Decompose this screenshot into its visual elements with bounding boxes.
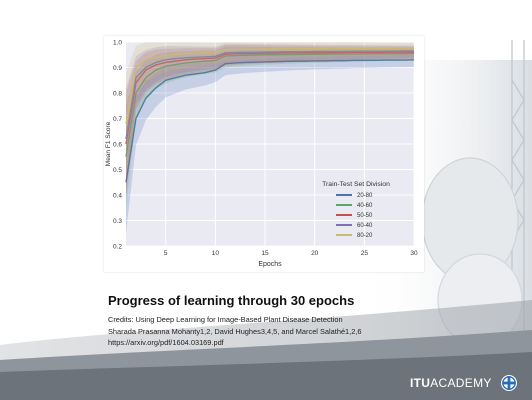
series-line-60-40	[125, 50, 414, 140]
series-line-80-20	[125, 47, 414, 124]
itu-academy-logo: ITUACADEMY	[410, 374, 520, 392]
f1-score-chart: 0.2 0.3 0.4 0.5 0.6 0.7 0.8 0.9 1.0 5 10 15 20 25 30 Ep…	[105, 40, 418, 269]
y-tick-label: 0.9	[113, 65, 122, 72]
x-tick-label: 15	[261, 250, 269, 257]
x-tick-label: 20	[311, 250, 319, 257]
brand-name: ITUACADEMY	[410, 376, 492, 390]
y-tick-label: 0.2	[113, 244, 122, 251]
y-tick-label: 0.6	[113, 142, 122, 149]
x-tick-label: 5	[164, 250, 168, 257]
y-tick-label: 0.7	[113, 116, 122, 123]
authors-line: Sharada Prasanna Mohanty1,2, David Hughe…	[108, 326, 362, 336]
legend-label-50-50: 50-50	[357, 213, 373, 219]
series-line-40-60	[125, 52, 415, 157]
credits-line: Credits: Using Deep Learning for Image-B…	[108, 315, 343, 324]
legend-title: Train-Test Set Division	[322, 181, 390, 188]
legend-label-40-60: 40-60	[357, 203, 373, 209]
chart-frame: 0.2 0.3 0.4 0.5 0.6 0.7 0.8 0.9 1.0 5 10 15 20 25 30 Ep…	[104, 36, 424, 272]
legend-label-20-80: 20-80	[357, 193, 373, 199]
legend-label-80-20: 80-20	[357, 233, 373, 239]
x-axis-label: Epochs	[258, 261, 282, 268]
caption: Progress of learning through 30 epochs C…	[108, 293, 448, 349]
itu-globe-icon	[500, 375, 517, 391]
series-line-20-80	[125, 59, 415, 183]
y-tick-label: 0.5	[113, 167, 122, 174]
source-url: https://arxiv.org/pdf/1604.03169.pdf	[108, 338, 224, 348]
x-tick-label: 25	[361, 250, 369, 257]
brand-name-light: ACADEMY	[430, 376, 492, 390]
caption-title: Progress of learning through 30 epochs	[108, 293, 355, 308]
y-tick-label: 1.0	[113, 40, 122, 47]
legend-label-60-40: 60-40	[357, 223, 373, 229]
y-tick-label: 0.3	[113, 218, 122, 225]
brand-name-bold: ITU	[410, 376, 431, 390]
y-axis-label: Mean F1 Score	[105, 121, 112, 166]
series-line-50-50	[125, 51, 414, 145]
x-tick-label: 10	[212, 250, 220, 257]
series-band-50-50	[126, 44, 414, 195]
x-tick-label: 30	[410, 250, 418, 257]
y-tick-label: 0.4	[113, 193, 122, 200]
y-tick-label: 0.8	[113, 91, 122, 98]
series-band-80-20	[126, 42, 414, 175]
